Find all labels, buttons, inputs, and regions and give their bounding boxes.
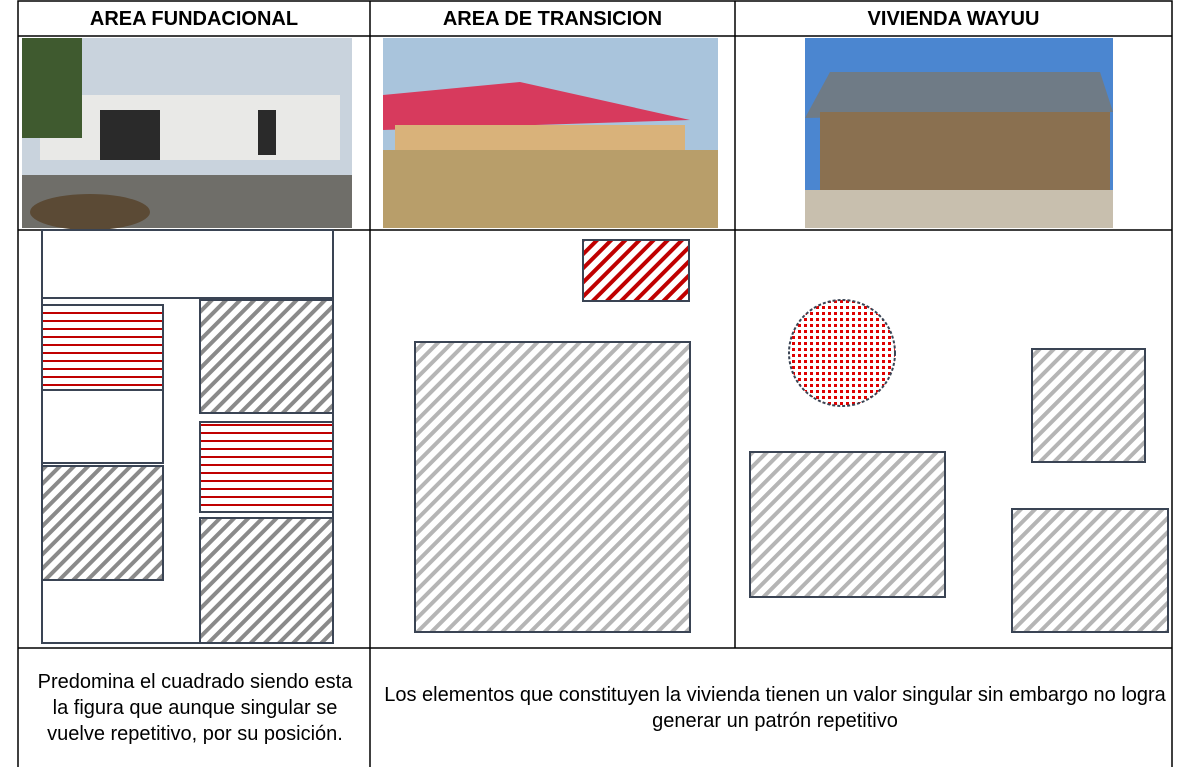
footer-text: Predomina el cuadrado siendo esta la fig… (37, 670, 353, 745)
column-header: VIVIENDA WAYUU (867, 8, 1040, 30)
photo-fundacional (22, 38, 352, 230)
column-header: AREA DE TRANSICION (442, 8, 663, 30)
diagram-wayuu (749, 299, 1169, 633)
photo-transicion (383, 38, 718, 228)
diagram-fundacional (41, 229, 334, 644)
photo-wayuu (805, 38, 1113, 228)
diagram-transicion (414, 239, 691, 633)
column-header: AREA FUNDACIONAL (89, 8, 299, 30)
footer-text: Los elementos que constituyen la viviend… (384, 683, 1166, 732)
